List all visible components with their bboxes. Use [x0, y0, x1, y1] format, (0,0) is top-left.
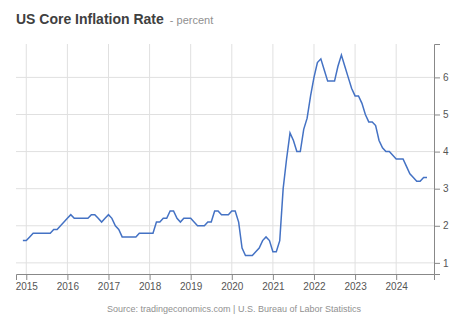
line	[23, 55, 427, 255]
y-axis-line	[435, 45, 441, 275]
x-tick-mark	[26, 274, 27, 280]
y-tick-mark	[434, 189, 440, 190]
x-tick-label: 2015	[16, 281, 39, 292]
y-tick: 2	[434, 220, 449, 231]
y-tick: 5	[434, 109, 449, 120]
title: US Core Inflation Rate	[16, 11, 164, 27]
x-tick: 2018	[139, 274, 162, 292]
grid-line-y	[16, 188, 434, 189]
y-tick-mark	[434, 263, 440, 264]
chart: 2015 2016 2017 2018 2019 2020 2021 2022 2023 2024…	[0, 0, 468, 320]
y-tick: 4	[434, 146, 449, 157]
y-tick-label: 6	[443, 72, 449, 83]
x-tick: 2016	[57, 274, 80, 292]
x-tick-label: 2020	[221, 281, 244, 292]
x-tick: 2020	[221, 274, 244, 292]
grid	[16, 44, 434, 274]
x-tick: 2021	[262, 274, 285, 292]
grid-line-x	[67, 44, 68, 274]
grid-line-x	[108, 44, 109, 274]
grid-line-y	[16, 262, 434, 263]
grid-line-x	[149, 44, 150, 274]
x-axis-line	[17, 275, 435, 281]
x-tick-label: 2024	[386, 281, 409, 292]
x-tick-label: 2021	[262, 281, 285, 292]
y-tick-mark	[434, 114, 440, 115]
subtitle: - percent	[170, 14, 213, 26]
source-note: Source: tradingeconomics.com | U.S. Bure…	[107, 304, 361, 314]
x-tick-mark	[314, 274, 315, 280]
grid-line-x	[231, 44, 232, 274]
x-tick: 2015	[16, 274, 39, 292]
x-tick-label: 2019	[180, 281, 203, 292]
x-tick-mark	[191, 274, 192, 280]
x-tick-mark	[67, 274, 68, 280]
plot-area	[23, 55, 427, 255]
y-tick-label: 3	[443, 183, 449, 194]
grid-line-y	[16, 225, 434, 226]
grid-line-x	[272, 44, 273, 274]
x-tick-label: 2017	[98, 281, 121, 292]
x-tick-mark	[355, 274, 356, 280]
x-tick: 2022	[303, 274, 326, 292]
x-tick-label: 2023	[344, 281, 367, 292]
x-tick: 2017	[98, 274, 121, 292]
grid-line-y	[16, 77, 434, 78]
x-tick-mark	[108, 274, 109, 280]
y-tick-label: 2	[443, 220, 449, 231]
y-axis: 1 2 3 4 5 6	[434, 45, 449, 275]
x-tick-mark	[232, 274, 233, 280]
x-tick: 2019	[180, 274, 203, 292]
x-tick-label: 2016	[57, 281, 80, 292]
y-tick: 3	[434, 183, 449, 194]
y-tick-mark	[434, 77, 440, 78]
x-tick-mark	[396, 274, 397, 280]
x-axis: 2015 2016 2017 2018 2019 2020 2021 2022 2023 2024	[16, 274, 435, 292]
y-tick: 1	[434, 258, 449, 269]
y-tick-label: 1	[443, 258, 449, 269]
x-tick-label: 2022	[303, 281, 326, 292]
x-tick: 2023	[344, 274, 367, 292]
grid-line-x	[355, 44, 356, 274]
x-tick-mark	[273, 274, 274, 280]
x-tick-label: 2018	[139, 281, 162, 292]
grid-line-y	[16, 114, 434, 115]
y-tick-mark	[434, 226, 440, 227]
x-tick: 2024	[386, 274, 409, 292]
grid-line-y	[16, 151, 434, 152]
y-tick-mark	[434, 152, 440, 153]
grid-line-x	[190, 44, 191, 274]
y-tick: 6	[434, 72, 449, 83]
y-tick-label: 5	[443, 109, 449, 120]
x-tick-mark	[150, 274, 151, 280]
y-tick-label: 4	[443, 146, 449, 157]
